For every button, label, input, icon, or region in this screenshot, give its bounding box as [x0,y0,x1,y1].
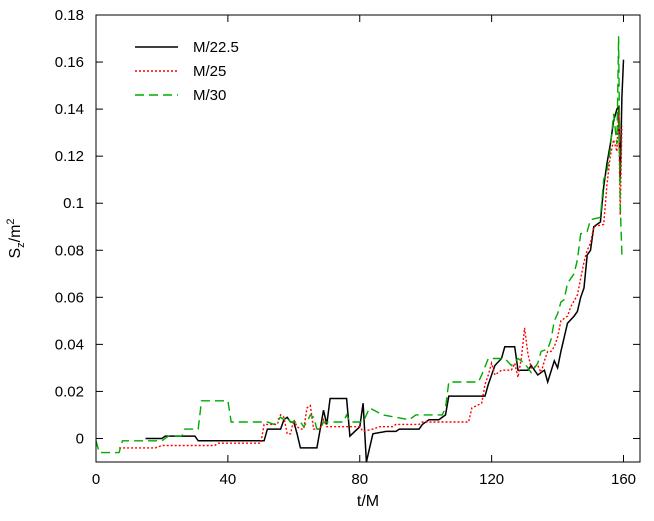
legend: M/22.5 M/25 M/30 [135,39,239,104]
y-tick-label: 0 [76,430,84,447]
y-axis-label-sub: z [15,242,27,248]
x-tick-label: 160 [611,471,636,488]
y-axis-label-sup: 2 [5,218,17,224]
plot-frame [95,14,641,463]
legend-label: M/30 [193,87,226,104]
y-tick-label: 0.1 [63,195,84,212]
axes: 0 40 80 120 160 0 0.02 0.04 0.06 0.08 0.1 0.12 0.14 0… [55,7,640,488]
y-tick-label: 0.12 [55,148,84,165]
y-axis-label-main: S [7,248,24,259]
y-axis-label: Sz/m2 [5,218,27,258]
legend-label: M/25 [193,63,226,80]
y-axis-label-rest: /m [7,225,24,243]
y-tick-label: 0.08 [55,242,84,259]
y-tick-label: 0.04 [55,336,84,353]
y-tick-label: 0.14 [55,101,84,118]
y-tick-label: 0.02 [55,383,84,400]
plot-lines [96,36,625,462]
series-line-m-22-5 [145,59,625,462]
x-tick-label: 80 [351,471,368,488]
y-tick-label: 0.06 [55,289,84,306]
x-tick-label: 120 [479,471,504,488]
legend-label: M/22.5 [193,39,239,56]
series-line-m-25 [119,109,623,449]
y-tick-label: 0.16 [55,54,84,71]
x-axis-label: t/M [357,493,379,510]
y-tick-label: 0.18 [55,7,84,24]
x-tick-label: 0 [92,471,100,488]
x-tick-label: 40 [220,471,237,488]
series-line-m-30 [96,36,623,454]
